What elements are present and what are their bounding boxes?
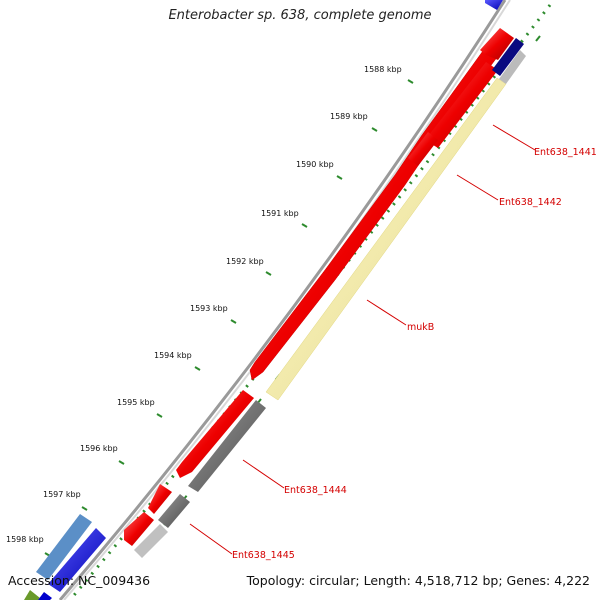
tick-label: 1594 kbp: [154, 351, 192, 360]
backbone-outer: [58, 0, 507, 600]
tick-dash: [407, 79, 414, 84]
top-navy-feature: [492, 38, 524, 76]
gene-labels: Ent638_1441 Ent638_1442 mukB Ent638_1444…: [189, 124, 597, 561]
genome-summary-text: Topology: circular; Length: 4,518,712 bp…: [246, 573, 590, 588]
tick-label: 1591 kbp: [261, 209, 299, 218]
gene-label-1444: Ent638_1444: [284, 485, 347, 496]
cds-1444-forward: [176, 390, 254, 478]
tick-label: 1592 kbp: [226, 257, 264, 266]
leader-1442: [456, 174, 499, 201]
tick-label: 1593 kbp: [190, 304, 228, 313]
tick-dash: [156, 413, 163, 418]
tick-labels: 1588 kbp 1589 kbp 1590 kbp 1591 kbp 1592…: [6, 65, 402, 544]
tick-dash: [265, 271, 272, 276]
tick-label: 1598 kbp: [6, 535, 44, 544]
cds-1445b-gray: [134, 524, 168, 558]
accession-text: Accession: NC_009436: [8, 573, 151, 588]
leader-mukB: [366, 299, 407, 326]
tick-dash: [301, 223, 308, 228]
backbone-inner: [63, 0, 511, 600]
blue-feature-2: [48, 528, 106, 592]
top-blue-feature: [485, 0, 503, 10]
tick-label: 1588 kbp: [364, 65, 402, 74]
tick-dash: [118, 460, 125, 465]
leader-1445: [189, 523, 233, 555]
tick-label: 1596 kbp: [80, 444, 118, 453]
gene-label-1441: Ent638_1441: [534, 147, 597, 158]
tick-marks: [44, 35, 541, 557]
top-gray-feature: [499, 50, 526, 84]
tick-dash: [194, 366, 201, 371]
leader-1441: [492, 124, 536, 151]
cds-1442-forward: [425, 62, 498, 148]
gene-label-1442: Ent638_1442: [499, 197, 562, 208]
cds-1441-forward: [480, 28, 514, 60]
cds-1444-gray: [188, 400, 266, 492]
cds-1442-b-forward: [408, 132, 438, 166]
tick-label: 1590 kbp: [296, 160, 334, 169]
map-title: Enterobacter sp. 638, complete genome: [168, 8, 432, 23]
tick-dash: [81, 506, 88, 511]
tick-label: 1595 kbp: [117, 398, 155, 407]
cds-1445-forward: [148, 484, 172, 514]
gene-label-1445: Ent638_1445: [232, 550, 295, 561]
cds-1445b-forward: [124, 512, 154, 546]
gene-label-mukB: mukB: [407, 322, 434, 333]
outer-dotted-ring: [68, 4, 552, 600]
cds-1445-gray: [158, 494, 190, 528]
inner-tick-dash: [535, 35, 541, 42]
tick-dash: [336, 175, 343, 180]
blue-feature-4: [38, 592, 52, 600]
tick-label: 1589 kbp: [330, 112, 368, 121]
blue-feature-1: [36, 514, 92, 580]
blue-feature-3: [24, 590, 40, 600]
leader-1444: [242, 459, 285, 489]
gene-track-mukB: [265, 77, 507, 401]
tick-dash: [371, 127, 378, 132]
tick-label: 1597 kbp: [43, 490, 81, 499]
tick-dash: [230, 319, 237, 324]
